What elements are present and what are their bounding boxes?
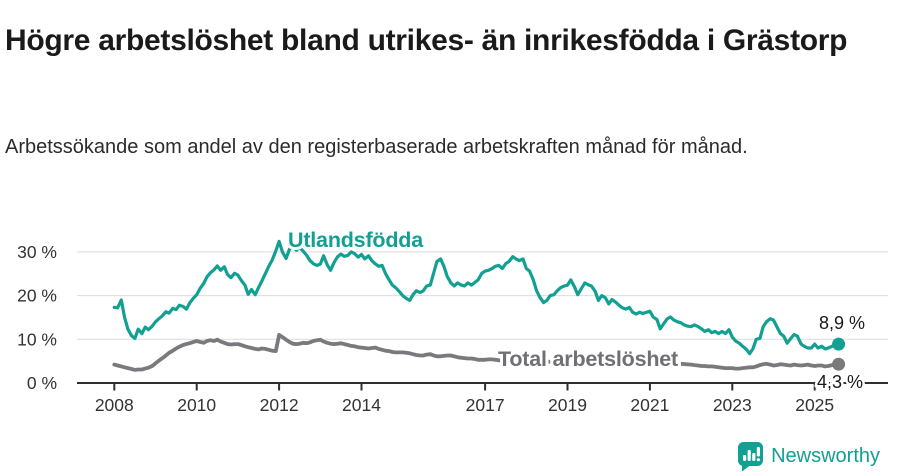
newsworthy-logo-icon — [738, 442, 764, 472]
x-tick-label: 2008 — [95, 395, 134, 415]
y-tick-label: 0 % — [27, 373, 57, 393]
page-title: Högre arbetslöshet bland utrikes- än inr… — [5, 24, 848, 58]
series-end-value-utlandsfodda: 8,9 % — [819, 313, 865, 333]
x-tick-label: 2025 — [795, 395, 834, 415]
y-tick-label: 30 % — [17, 242, 57, 262]
series-end-value-total: 4,3 % — [817, 372, 863, 392]
series-end-dot-total — [832, 357, 846, 371]
chart-subtitle: Arbetssökande som andel av den registerb… — [5, 136, 748, 158]
x-tick-label: 2010 — [177, 395, 216, 415]
series-line-total — [112, 332, 841, 372]
unemployment-line-chart: 2008 2010 2012 2014 2017 2019 2021 2023 2025 0 % 1… — [17, 228, 888, 415]
series-label-total: Total arbetslöshet — [498, 347, 678, 371]
y-tick-label: 10 % — [17, 329, 57, 349]
y-tick-label: 20 % — [17, 286, 57, 306]
x-tick-label: 2023 — [713, 395, 752, 415]
x-tick-label: 2014 — [342, 395, 381, 415]
series-line-utlandsfodda — [112, 239, 841, 356]
x-tick-label: 2017 — [466, 395, 505, 415]
x-tick-label: 2021 — [630, 395, 669, 415]
series-label-utlandsfodda: Utlandsfödda — [288, 228, 424, 252]
x-tick-label: 2012 — [260, 395, 299, 415]
series-end-dot-utlandsfodda — [832, 337, 846, 351]
brand-name: Newsworthy — [771, 445, 880, 467]
newsworthy-brand: Newsworthy — [737, 441, 880, 472]
x-tick-label: 2019 — [548, 395, 587, 415]
